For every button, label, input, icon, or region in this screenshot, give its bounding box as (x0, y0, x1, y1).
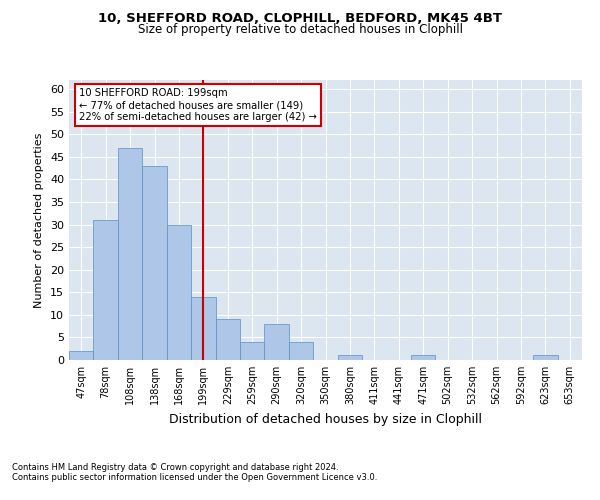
Text: 10, SHEFFORD ROAD, CLOPHILL, BEDFORD, MK45 4BT: 10, SHEFFORD ROAD, CLOPHILL, BEDFORD, MK… (98, 12, 502, 26)
Bar (215, 320, 240, 360)
Bar (338, 356, 362, 360)
Bar (240, 342, 265, 360)
Bar (411, 356, 436, 360)
Text: Size of property relative to detached houses in Clophill: Size of property relative to detached ho… (137, 22, 463, 36)
Bar (533, 356, 557, 360)
Bar (94, 220, 118, 360)
Bar (265, 324, 289, 360)
Bar (142, 166, 167, 360)
Bar (118, 148, 142, 360)
Bar (69, 351, 94, 360)
Bar (191, 297, 215, 360)
Bar (167, 224, 191, 360)
Text: Contains HM Land Registry data © Crown copyright and database right 2024.: Contains HM Land Registry data © Crown c… (12, 464, 338, 472)
Text: 10 SHEFFORD ROAD: 199sqm
← 77% of detached houses are smaller (149)
22% of semi-: 10 SHEFFORD ROAD: 199sqm ← 77% of detach… (79, 88, 317, 122)
Text: Contains public sector information licensed under the Open Government Licence v3: Contains public sector information licen… (12, 474, 377, 482)
Y-axis label: Number of detached properties: Number of detached properties (34, 132, 44, 308)
Bar (289, 342, 313, 360)
X-axis label: Distribution of detached houses by size in Clophill: Distribution of detached houses by size … (169, 412, 482, 426)
